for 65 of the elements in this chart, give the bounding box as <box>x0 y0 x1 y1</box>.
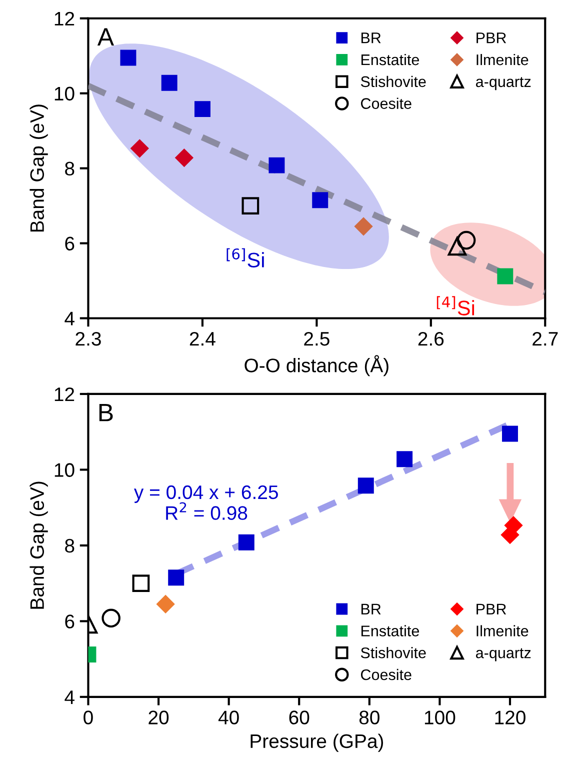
y-axis-title: Band Gap (eV) <box>30 482 48 609</box>
x-tick-label: 60 <box>289 710 310 724</box>
annotation: y = 0.04 x + 6.25 R$^{2}$ = 0.98 <box>134 485 278 520</box>
y-tick-label: 10 <box>54 463 74 477</box>
legend-label: Ilmenite <box>476 625 528 636</box>
y-tick-label: 12 <box>54 12 74 26</box>
x-tick-label: 2.6 <box>418 332 444 346</box>
annotation: A <box>97 28 114 46</box>
legend-label: BR <box>361 32 381 44</box>
y-axis-title: Band Gap (eV) <box>30 104 48 232</box>
point <box>396 451 413 468</box>
y-tick-label: 4 <box>64 690 74 704</box>
y-tick-label: 8 <box>65 162 74 176</box>
annotation: $^{[4]}$Si <box>436 296 474 316</box>
x-axis-title: Pressure (GPa) <box>250 734 384 752</box>
point <box>354 217 373 236</box>
x-tick-label: 2.3 <box>76 332 101 346</box>
point <box>168 570 184 586</box>
point <box>132 574 150 592</box>
point <box>161 74 178 91</box>
legend-label: Enstatite <box>361 625 419 636</box>
point <box>358 478 374 494</box>
point <box>238 534 254 550</box>
x-tick-label: 2.5 <box>304 332 330 346</box>
y-tick-label: 6 <box>65 236 74 251</box>
legend-label: PBR <box>476 604 506 614</box>
annotation: $^{[6]}$Si <box>226 248 264 268</box>
point <box>497 268 514 284</box>
point <box>502 426 518 442</box>
legend-label: Coesite <box>361 668 412 680</box>
point <box>312 192 328 208</box>
point <box>194 101 210 118</box>
legend-label: Stishovite <box>360 76 426 88</box>
legend-label: a-quartz <box>476 648 531 662</box>
x-tick-label: 2.4 <box>190 332 216 346</box>
x-tick-label: 0 <box>84 710 93 724</box>
y-tick-label: 12 <box>54 387 74 402</box>
x-axis-title: O-O distance (Å) <box>244 355 388 376</box>
y-tick-label: 6 <box>65 614 74 628</box>
legend-label: Coesite <box>361 98 412 109</box>
legend-label: Stishovite <box>360 647 426 658</box>
point <box>456 230 476 250</box>
x-tick-label: 2.7 <box>532 332 558 346</box>
point <box>120 50 136 66</box>
point <box>130 139 149 158</box>
point <box>102 608 120 628</box>
x-tick-label: 80 <box>359 710 380 724</box>
point <box>268 157 285 174</box>
legend-label: Ilmenite <box>476 54 528 66</box>
y-tick-label: 10 <box>54 86 74 101</box>
point <box>156 594 175 614</box>
legend-label: PBR <box>476 32 506 44</box>
x-tick-label: 40 <box>218 710 239 724</box>
point <box>242 197 260 214</box>
point <box>448 236 467 256</box>
x-tick-label: 120 <box>495 710 526 724</box>
x-tick-label: 100 <box>424 710 456 724</box>
y-tick-label: 8 <box>65 538 74 553</box>
x-tick-label: 20 <box>148 710 169 724</box>
point <box>174 148 194 167</box>
y-tick-label: 4 <box>64 312 74 326</box>
legend-label: BR <box>361 604 381 614</box>
annotation: B <box>99 404 113 422</box>
legend-label: a-quartz <box>476 77 531 90</box>
legend-label: Enstatite <box>361 54 419 66</box>
